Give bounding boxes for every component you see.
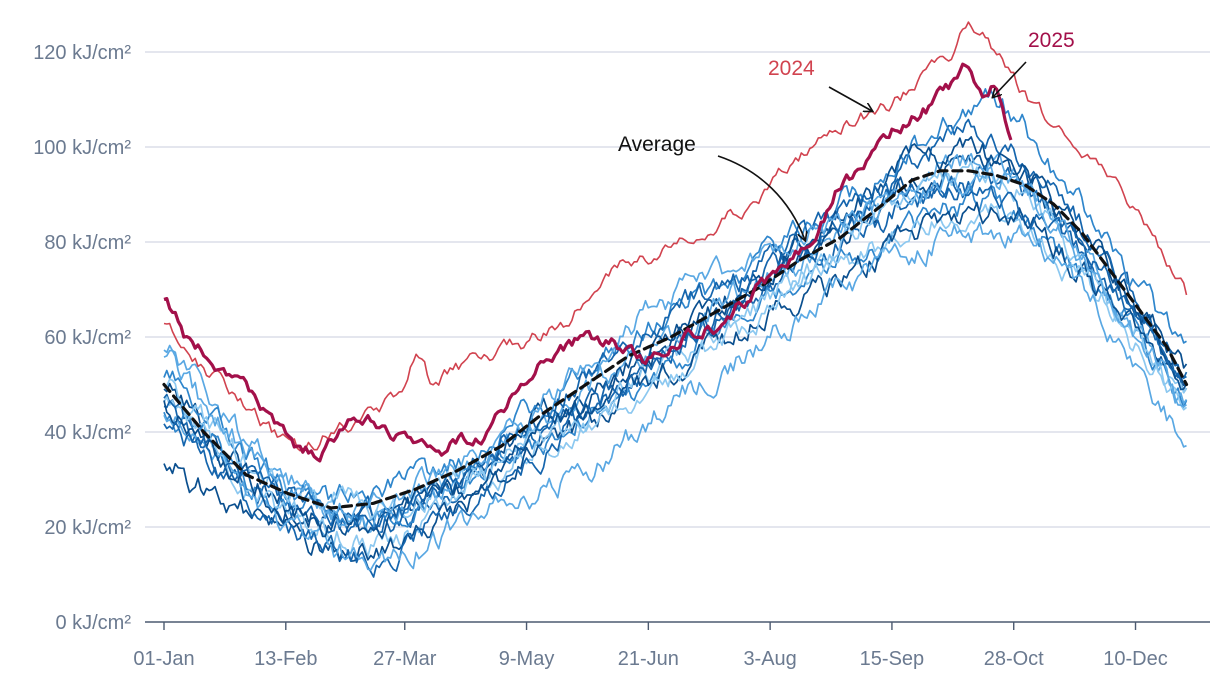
y-tick-label: 120 kJ/cm²: [33, 42, 131, 64]
y-tick-label: 40 kJ/cm²: [44, 422, 131, 444]
annotations: 2024 2025 Average: [618, 29, 1075, 240]
label-2025: 2025: [1028, 29, 1075, 52]
x-tick-label: 3-Aug: [743, 648, 796, 670]
y-tick-label: 20 kJ/cm²: [44, 517, 131, 539]
series-line-2025: [163, 62, 1013, 463]
series-line-2024: [163, 21, 1188, 452]
label-2024: 2024: [768, 57, 815, 80]
highlighted-years-series: [163, 21, 1188, 463]
y-tick-label: 100 kJ/cm²: [33, 137, 131, 159]
series-line-background: [163, 201, 1188, 562]
background-years-series: [163, 88, 1188, 578]
y-tick-label: 0 kJ/cm²: [55, 612, 131, 634]
arrow-average: [717, 155, 805, 240]
series-line-background: [163, 136, 1188, 539]
series-line-background: [163, 184, 1188, 531]
x-tick-label: 10-Dec: [1103, 648, 1167, 670]
y-tick-label: 60 kJ/cm²: [44, 327, 131, 349]
label-average: Average: [618, 133, 696, 156]
series-line-average: [162, 169, 1189, 510]
x-tick-label: 9-May: [499, 648, 555, 670]
series-line-background: [163, 164, 1188, 534]
series-line-background: [163, 160, 1188, 520]
x-axis: 01-Jan 13-Feb 27-Mar 9-May 21-Jun 3-Aug 15-Sep…: [133, 621, 1210, 670]
arrow-2025: [993, 61, 1027, 97]
series-line-background: [163, 165, 1187, 523]
x-tick-label: 28-Oct: [984, 648, 1044, 670]
x-tick-label: 13-Feb: [254, 648, 317, 670]
series-line-background: [163, 118, 1188, 578]
x-tick-label: 21-Jun: [618, 648, 679, 670]
x-tick-label: 15-Sep: [860, 648, 925, 670]
series-line-background: [163, 221, 1187, 571]
y-axis: 0 kJ/cm² 20 kJ/cm² 40 kJ/cm² 60 kJ/cm² 80 kJ…: [33, 42, 131, 634]
series-line-background: [163, 175, 1187, 530]
x-tick-label: 27-Mar: [373, 648, 437, 670]
x-tick-label: 01-Jan: [133, 648, 194, 670]
grid-lines: [145, 51, 1210, 528]
arrow-2024: [828, 86, 872, 111]
y-tick-label: 80 kJ/cm²: [44, 232, 131, 254]
average-series: [162, 169, 1189, 510]
